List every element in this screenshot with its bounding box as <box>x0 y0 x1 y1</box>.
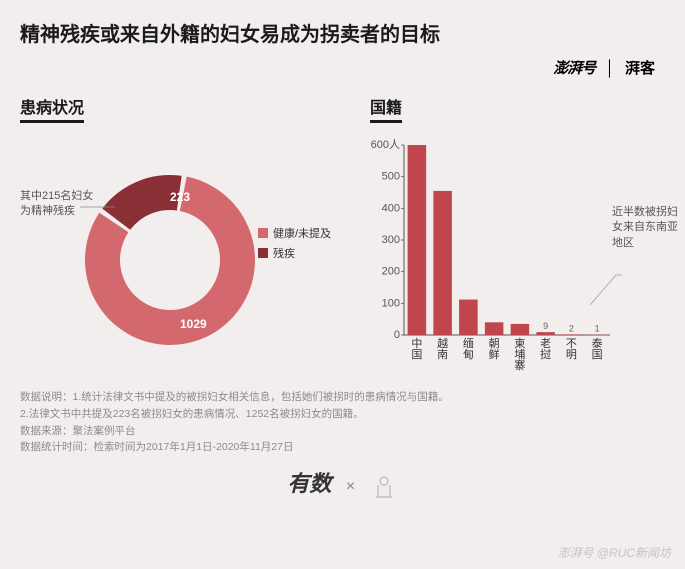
legend-swatch <box>258 228 268 238</box>
x-tick-label: 缅甸 <box>463 336 474 361</box>
bar <box>485 322 504 335</box>
donut-title: 患病状况 <box>20 94 84 123</box>
bar-svg: 0 100 200 300 400 500 600人中国越南缅甸朝鲜 柬埔寨 9 老挝 2 不明 1 泰国 <box>370 135 685 375</box>
donut-column: 患病状况 其中215名妇女为精神残疾 健康/未提及残疾 223 1029 <box>20 94 340 375</box>
bar-callout: 近半数被拐妇女来自东南亚地区 <box>612 205 685 251</box>
bar <box>408 145 427 335</box>
brand-sep: │ <box>605 60 614 77</box>
y-tick-label: 400 <box>382 202 400 214</box>
footer-notes: 数据说明：1.统计法律文书中提及的被拐妇女相关信息，包括她们被拐时的患病情况与国… <box>0 375 685 456</box>
bar <box>511 324 530 335</box>
sig-x: × <box>346 478 355 495</box>
bar <box>459 300 478 335</box>
bar-column: 国籍 0 100 200 300 400 500 600人中国越南缅甸朝鲜 柬埔寨 9 老挝 2 不明… <box>370 94 685 375</box>
bar-value-label: 2 <box>569 323 574 333</box>
sig-logo: 有数 <box>287 471 331 496</box>
x-tick-label: 不明 <box>566 338 577 361</box>
x-tick-label: 中国 <box>411 337 422 361</box>
footer-line2: 2.法律文书中共提及223名被拐妇女的患病情况、1252名被拐妇女的国籍。 <box>20 406 665 423</box>
x-tick-label: 朝鲜 <box>489 337 500 361</box>
legend-swatch <box>258 248 268 258</box>
legend-label: 残疾 <box>273 245 295 261</box>
donut-callout: 其中215名妇女为精神残疾 <box>20 189 110 220</box>
brand-sub: 湃客 <box>625 60 655 77</box>
bottom-logos: 有数 × <box>0 456 685 501</box>
footer-line1: 数据说明：1.统计法律文书中提及的被拐妇女相关信息，包括她们被拐时的患病情况与国… <box>20 389 665 406</box>
bar <box>588 335 607 336</box>
journalism-icon <box>370 473 398 501</box>
footer-line3: 数据来源：聚法案例平台 <box>20 423 665 440</box>
y-tick-label: 200 <box>382 266 400 278</box>
y-tick-label: 300 <box>382 234 400 246</box>
donut-legend: 健康/未提及残疾 <box>258 225 331 265</box>
bar <box>562 334 581 335</box>
bar-title: 国籍 <box>370 94 402 123</box>
bar-value-label: 1 <box>595 324 600 334</box>
watermark: 澎湃号 @RUC新闻坊 <box>557 544 671 561</box>
bar <box>536 332 555 335</box>
x-tick-label: 泰国 <box>592 336 603 361</box>
brand-row: 澎湃号 │ 湃客 <box>0 57 685 86</box>
y-tick-label: 600人 <box>371 138 400 151</box>
x-tick-label: 越南 <box>437 336 448 361</box>
bar <box>433 191 452 335</box>
x-tick-label: 老挝 <box>540 337 551 361</box>
y-tick-label: 500 <box>382 171 400 183</box>
bar-chart: 0 100 200 300 400 500 600人中国越南缅甸朝鲜 柬埔寨 9 老挝 2 不明 1 泰国… <box>370 135 685 375</box>
legend-label: 健康/未提及 <box>273 225 331 241</box>
brand-logo: 澎湃号 <box>553 60 595 77</box>
charts-row: 患病状况 其中215名妇女为精神残疾 健康/未提及残疾 223 1029 国籍 … <box>0 86 685 375</box>
footer-line4: 数据统计时间：检索时间为2017年1月1日-2020年11月27日 <box>20 439 665 456</box>
donut-label-large: 1029 <box>180 317 207 331</box>
donut-chart: 其中215名妇女为精神残疾 健康/未提及残疾 223 1029 <box>20 135 340 375</box>
legend-item: 残疾 <box>258 245 331 261</box>
legend-item: 健康/未提及 <box>258 225 331 241</box>
y-tick-label: 100 <box>382 297 400 309</box>
donut-label-small: 223 <box>170 190 190 204</box>
y-tick-label: 0 <box>394 329 400 341</box>
page-title: 精神残疾或来自外籍的妇女易成为拐卖者的目标 <box>0 0 685 57</box>
x-tick-label: 柬埔寨 <box>514 337 525 372</box>
bar-value-label: 9 <box>543 321 548 331</box>
